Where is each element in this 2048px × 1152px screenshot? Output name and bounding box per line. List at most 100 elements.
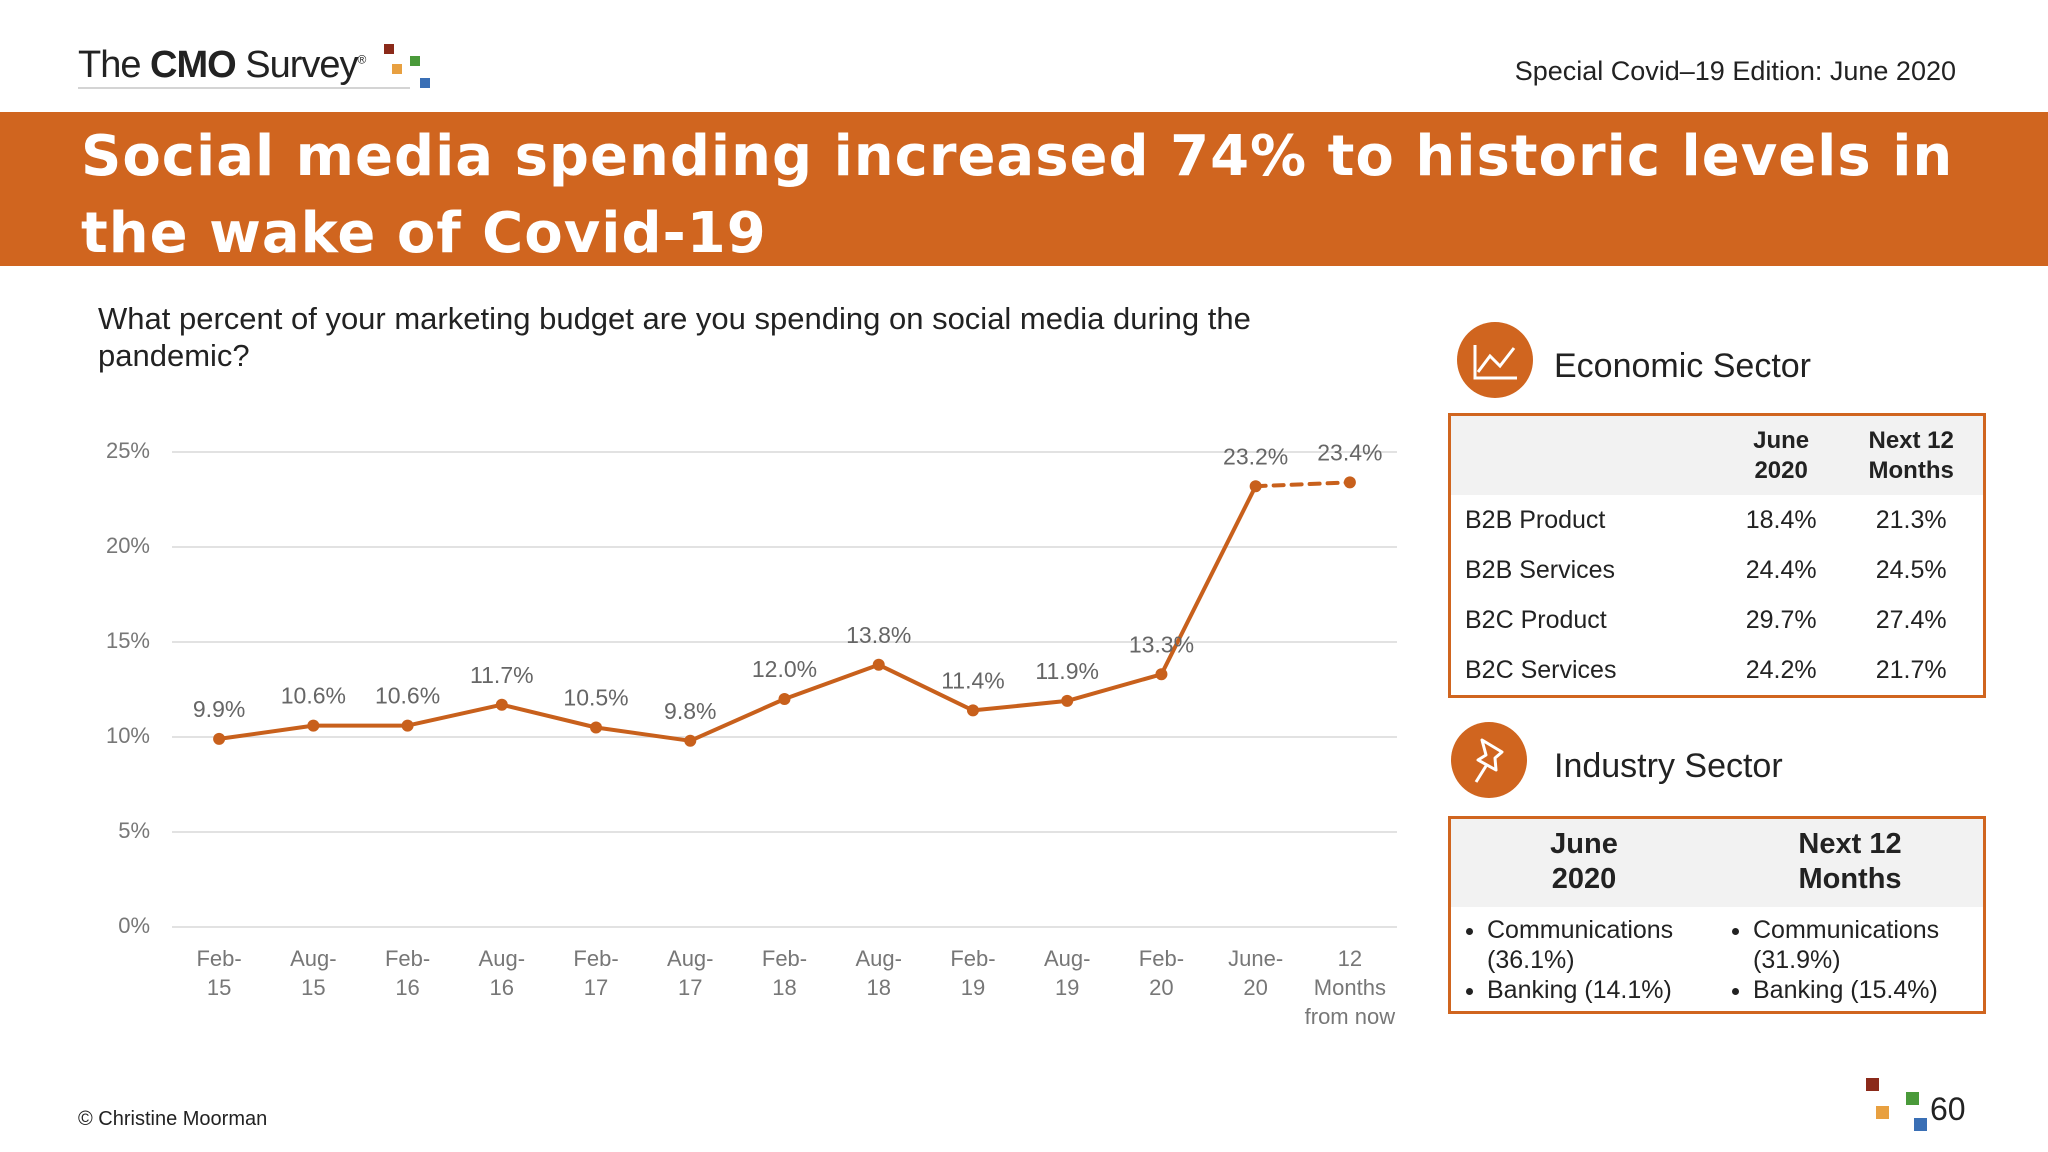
value-label: 13.8%: [846, 622, 911, 648]
y-tick-label: 15%: [106, 628, 150, 653]
line-segment: [499, 702, 599, 730]
logo: The CMO Survey®: [78, 44, 367, 87]
table-row: B2B Product 18.4% 21.3%: [1451, 495, 1983, 545]
table-row: B2B Services 24.4% 24.5%: [1451, 545, 1983, 595]
point: [1343, 476, 1356, 489]
x-tick-label: Aug- 19: [1043, 946, 1091, 1000]
point: [966, 704, 979, 717]
y-tick-label: 10%: [106, 723, 150, 748]
y-tick-label: 25%: [106, 438, 150, 463]
value-label: 12.0%: [752, 656, 817, 682]
point: [684, 734, 697, 747]
logo-squares: [78, 44, 430, 89]
point: [495, 698, 508, 711]
value-label: 10.6%: [375, 683, 440, 709]
industry-table: June 2020 Next 12 Months Communications (…: [1448, 816, 1986, 1014]
value-label: 10.6%: [281, 683, 346, 709]
row-label: B2C Product: [1465, 605, 1607, 634]
cell-value: 18.4%: [1745, 505, 1817, 534]
line-segment: [1253, 480, 1352, 489]
item: Communications (31.9%): [1753, 915, 1983, 975]
value-label: 11.7%: [470, 662, 534, 688]
section-title: Industry Sector: [1554, 747, 1783, 785]
y-tick-label: 20%: [106, 533, 150, 558]
x-tick-label: Feb- 18: [761, 946, 808, 1000]
logo-mark: ®: [357, 52, 367, 67]
line-segment: [876, 662, 975, 713]
row-label: B2B Services: [1465, 555, 1616, 584]
row-label: B2B Product: [1465, 505, 1606, 534]
line-segment: [1159, 484, 1258, 677]
x-tick-label: Aug- 16: [478, 946, 526, 1000]
cell-value: 21.7%: [1875, 655, 1947, 684]
point: [401, 719, 414, 732]
table: June 2020 Next 12 Months B2B Product 18.4% 2…: [1451, 416, 1983, 695]
row-label: B2C Services: [1465, 655, 1617, 684]
x-tick-label: Feb- 20: [1138, 946, 1185, 1000]
line-segment: [405, 702, 504, 728]
header-cell: [1451, 416, 1723, 495]
value-label: 23.2%: [1223, 443, 1288, 469]
x-tick-label: Aug- 18: [855, 946, 902, 1000]
industry-icon: [1451, 722, 1527, 798]
point: [1155, 668, 1168, 681]
column-header: Next 12 Months: [1839, 416, 1983, 495]
value-label: 10.5%: [563, 685, 628, 711]
point: [778, 693, 791, 705]
cell-value: 29.7%: [1745, 605, 1817, 634]
line-segment: [594, 725, 693, 743]
edition: Special Covid–19 Edition: June 2020: [1514, 56, 1956, 86]
line-segment: [970, 698, 1070, 713]
line-segment: [217, 723, 316, 741]
item: Communications (36.1%): [1487, 915, 1717, 975]
x-tick-label: Aug- 15: [290, 946, 337, 1000]
cell-value: 24.5%: [1875, 555, 1947, 584]
x-tick-label: Feb- 15: [196, 946, 242, 1000]
x-tick-label: June- 20: [1228, 946, 1284, 1000]
page-number: 60: [1930, 1091, 1966, 1127]
point: [872, 658, 885, 671]
column-header: June 2020: [1550, 828, 1618, 895]
economic-table: June 2020 Next 12 Months B2B Product 18.4% 2…: [1448, 413, 1986, 698]
value-label: 11.4%: [941, 667, 1005, 693]
logo-text: CMO: [150, 44, 237, 86]
table-row: B2C Product 29.7% 27.4%: [1451, 595, 1983, 645]
header-row: June 2020 Next 12 Months: [1451, 416, 1983, 495]
y-tick-label: 5%: [118, 818, 150, 843]
point: [213, 732, 226, 745]
value-label: 23.4%: [1317, 439, 1382, 465]
value-label: 9.8%: [664, 698, 716, 724]
column-header: June 2020: [1722, 416, 1840, 495]
value-label: 11.9%: [1035, 658, 1099, 684]
question: What percent of your marketing budget ar…: [98, 301, 1251, 373]
y-tick-label: 0%: [118, 913, 150, 938]
cell-value: 24.2%: [1745, 655, 1817, 684]
cell-value: 24.4%: [1745, 555, 1817, 584]
cell-value: 21.3%: [1875, 505, 1947, 534]
x-tick-label: Aug- 17: [667, 946, 714, 1000]
item: Banking (14.1%): [1487, 975, 1717, 1005]
value-label: 13.3%: [1129, 631, 1194, 657]
industry-items: Communications (36.1%)Banking (14.1%)Com…: [1451, 907, 1983, 1011]
point: [1249, 480, 1262, 493]
line-segment: [1065, 672, 1164, 703]
section-title: Economic Sector: [1554, 347, 1811, 385]
x-tick-label: Feb- 19: [950, 946, 996, 1000]
x-tick-label: Feb- 16: [384, 946, 431, 1000]
logo-text: Survey: [245, 44, 358, 86]
x-tick-label: Feb- 17: [573, 946, 619, 1000]
line-segment: [688, 697, 787, 743]
x-tick-label: 12 Months from now: [1304, 946, 1396, 1029]
table-row: B2C Services 24.2% 21.7%: [1451, 645, 1983, 695]
economic-icon: [1457, 322, 1533, 398]
column-header: Next 12 Months: [1798, 828, 1902, 895]
item-list: Communications (36.1%)Banking (14.1%): [1451, 915, 1717, 1005]
point: [590, 721, 603, 734]
point: [1061, 694, 1074, 707]
slide-title: Social media spending increased 74% to h…: [81, 124, 1954, 266]
title-band: [0, 112, 2048, 266]
value-label: 9.9%: [193, 696, 245, 722]
page-squares: [1866, 1078, 1927, 1131]
